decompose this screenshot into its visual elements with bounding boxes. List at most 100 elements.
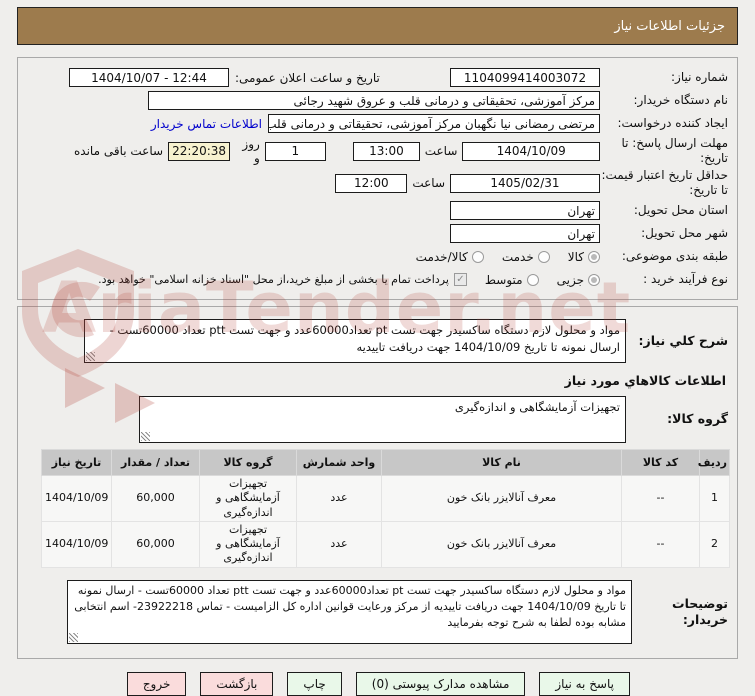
buyer-notes-textarea[interactable]: مواد و محلول لازم دستگاه ساکسیدر جهت تست… — [67, 579, 632, 644]
goods-group-label: گروه کالا: — [667, 411, 728, 427]
page-title: جزئیات اطلاعات نیاز — [614, 18, 725, 34]
radio-medium-label: متوسط — [484, 272, 523, 287]
general-description-label: شرح کلي نياز: — [638, 332, 728, 348]
classification-label: طبقه بندی موضوعی: — [621, 249, 728, 263]
col-header-item-code: کد کالا — [621, 449, 700, 476]
col-header-need-date: تاریخ نیاز — [41, 449, 112, 476]
table-row: 1 -- معرف آنالایزر بانک خون عدد تجهیزات … — [41, 475, 730, 522]
cell-row-no: 1 — [699, 475, 730, 522]
price-validity-hour-label: ساعت — [412, 176, 445, 190]
row-buyer-notes: توضیحات خریدار: مواد و محلول لازم دستگاه… — [23, 578, 732, 646]
general-description-text: مواد و محلول لازم دستگاه ساکسیدر جهت تست… — [109, 323, 620, 354]
cell-group: تجهیزات آزمایشگاهی و اندازه‌گیری — [199, 475, 297, 522]
row-goods-group: گروه کالا: تجهیزات آزمایشگاهی و اندازه‌گ… — [23, 394, 732, 445]
col-header-unit: واحد شمارش — [296, 449, 382, 476]
price-validity-date-field[interactable]: 1405/02/31 — [450, 173, 600, 193]
resize-handle-icon[interactable] — [141, 432, 150, 441]
row-purchase-type: نوع فرآیند خرید : جزیی متوسط ✓ پرداخت تم… — [23, 268, 732, 291]
province-label: استان محل تحویل: — [633, 203, 728, 217]
goods-table-header-row: ردیف کد کالا نام کالا واحد شمارش گروه کا… — [41, 449, 730, 476]
row-city: شهر محل تحویل: تهران — [23, 222, 732, 245]
cell-need-date: 1404/10/09 — [41, 475, 112, 522]
row-creator: ایجاد کننده درخواست: مرتضی رمضانی نیا نگ… — [23, 112, 732, 135]
cell-item-code: -- — [621, 520, 700, 568]
row-province: استان محل تحویل: تهران — [23, 199, 732, 222]
radio-goods-icon — [588, 250, 600, 263]
buyer-notes-label: توضیحات خریدار: — [672, 595, 728, 627]
print-button[interactable]: چاپ — [287, 671, 342, 696]
back-button[interactable]: بازگشت — [200, 671, 274, 696]
goods-info-groupbox: شرح کلي نياز: مواد و محلول لازم دستگاه س… — [17, 306, 738, 659]
cell-group: تجهیزات آزمایشگاهی و اندازه‌گیری — [199, 520, 297, 568]
price-validity-label: حداقل تاریخ اعتبار قیمت: تا تاریخ: — [601, 168, 728, 197]
cell-item-name: معرف آنالایزر بانک خون — [381, 520, 622, 568]
checkbox-checked-icon: ✓ — [453, 273, 467, 286]
radio-service-icon — [537, 250, 550, 263]
countdown-timer: 22:20:38 — [168, 141, 231, 161]
city-field[interactable]: تهران — [450, 224, 600, 243]
treasury-note-label: پرداخت تمام یا بخشی از مبلغ خرید،از محل … — [98, 273, 449, 286]
cell-unit: عدد — [296, 520, 382, 568]
creator-field[interactable]: مرتضی رمضانی نیا نگهبان مرکز آموزشی، تحق… — [268, 114, 600, 133]
buyer-notes-text: مواد و محلول لازم دستگاه ساکسیدر جهت تست… — [74, 583, 626, 629]
goods-group-textarea[interactable]: تجهیزات آزمایشگاهی و اندازه‌گیری — [139, 396, 626, 443]
col-header-row-no: ردیف — [698, 449, 730, 476]
goods-table: ردیف کد کالا نام کالا واحد شمارش گروه کا… — [41, 449, 730, 568]
remaining-days-field[interactable]: 1 — [264, 141, 326, 161]
resize-handle-icon[interactable] — [86, 352, 95, 361]
remaining-days-label: روز و — [242, 137, 260, 165]
city-label: شهر محل تحویل: — [641, 226, 728, 240]
need-number-label: شماره نیاز: — [671, 70, 728, 84]
announcement-field[interactable]: 1404/10/07 - 12:44 — [69, 68, 229, 87]
radio-service[interactable]: خدمت — [502, 250, 550, 264]
deadline-date-field[interactable]: 1404/10/09 — [462, 141, 600, 161]
general-description-textarea[interactable]: مواد و محلول لازم دستگاه ساکسیدر جهت تست… — [84, 319, 626, 363]
cell-quantity: 60,000 — [111, 475, 200, 522]
creator-label: ایجاد کننده درخواست: — [617, 116, 728, 130]
deadline-label: مهلت ارسال پاسخ: تا تاریخ: — [621, 136, 728, 165]
need-info-groupbox: شماره نیاز: 1104099414003072 تاریخ و ساع… — [17, 57, 738, 300]
radio-partial[interactable]: جزیی — [557, 273, 600, 287]
price-validity-time-field[interactable]: 12:00 — [335, 173, 408, 193]
radio-partial-icon — [588, 273, 600, 286]
row-deadline: مهلت ارسال پاسخ: تا تاریخ: 1404/10/09 سا… — [23, 135, 732, 167]
buyer-contact-link[interactable]: اطلاعات تماس خریدار — [150, 116, 262, 131]
radio-goods-service-label: کالا/خدمت — [415, 249, 468, 264]
radio-goods-service[interactable]: کالا/خدمت — [416, 250, 484, 264]
cell-item-name: معرف آنالایزر بانک خون — [381, 475, 622, 522]
cell-unit: عدد — [296, 475, 382, 522]
cell-row-no: 2 — [699, 520, 730, 568]
col-header-item-name: نام کالا — [381, 449, 622, 476]
respond-to-need-button[interactable]: پاسخ به نیاز — [539, 671, 630, 696]
action-buttons-bar: پاسخ به نیاز مشاهده مدارک پیوستی (0) چاپ… — [0, 671, 630, 696]
radio-partial-label: جزیی — [556, 272, 584, 287]
radio-medium[interactable]: متوسط — [485, 273, 539, 287]
row-classification: طبقه بندی موضوعی: کالا خدمت کالا/خدمت — [23, 245, 732, 268]
need-number-field[interactable]: 1104099414003072 — [450, 68, 600, 87]
page-title-bar: جزئیات اطلاعات نیاز — [17, 7, 738, 45]
buyer-org-label: نام دستگاه خریدار: — [633, 93, 729, 107]
resize-handle-icon[interactable] — [69, 632, 78, 642]
goods-section-header: اطلاعات کالاهاي مورد نياز — [564, 373, 726, 388]
buyer-org-field[interactable]: مرکز آموزشی، تحقیقاتی و درمانی قلب و عرو… — [148, 91, 600, 110]
purchase-type-label: نوع فرآیند خرید : — [643, 272, 728, 286]
treasury-checkbox-group[interactable]: ✓ پرداخت تمام یا بخشی از مبلغ خرید،از مح… — [98, 273, 467, 286]
radio-goods[interactable]: کالا — [568, 250, 600, 264]
announcement-label: تاریخ و ساعت اعلان عمومی: — [235, 70, 380, 85]
cell-item-code: -- — [621, 475, 700, 522]
radio-service-label: خدمت — [501, 249, 534, 264]
row-need-number: شماره نیاز: 1104099414003072 تاریخ و ساع… — [23, 66, 732, 89]
cell-quantity: 60,000 — [111, 520, 200, 568]
radio-medium-icon — [526, 273, 539, 286]
col-header-group: گروه کالا — [199, 449, 297, 476]
table-row: 2 -- معرف آنالایزر بانک خون عدد تجهیزات … — [41, 520, 730, 568]
row-general-description: شرح کلي نياز: مواد و محلول لازم دستگاه س… — [23, 317, 732, 365]
province-field[interactable]: تهران — [450, 201, 600, 220]
radio-goods-service-icon — [471, 250, 484, 263]
deadline-time-field[interactable]: 13:00 — [353, 141, 420, 161]
cell-need-date: 1404/10/09 — [41, 520, 112, 568]
view-attachments-button[interactable]: مشاهده مدارک پیوستی (0) — [355, 671, 526, 696]
exit-button[interactable]: خروج — [126, 671, 187, 696]
row-price-validity: حداقل تاریخ اعتبار قیمت: تا تاریخ: 1405/… — [23, 167, 732, 199]
deadline-hour-label: ساعت — [424, 144, 458, 158]
